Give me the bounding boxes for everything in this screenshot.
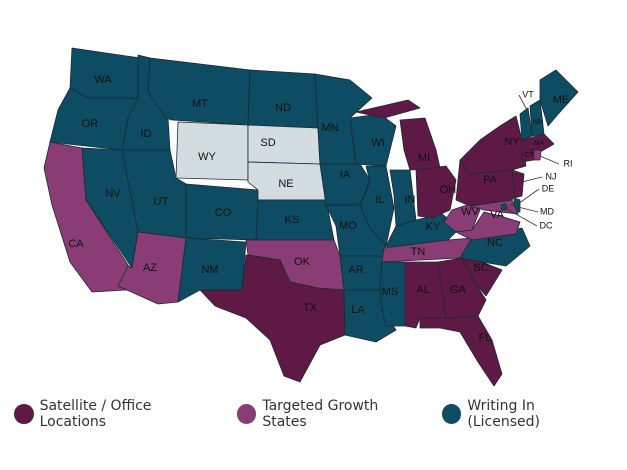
map-legend: Satellite / Office Locations Targeted Gr…	[14, 398, 627, 430]
state-me[interactable]	[539, 69, 579, 127]
state-mi[interactable]	[355, 99, 421, 119]
state-label-ks: KS	[285, 214, 300, 226]
state-sd[interactable]	[247, 124, 321, 165]
legend-item-satellite: Satellite / Office Locations	[14, 398, 219, 430]
state-label-ga: GA	[450, 284, 467, 296]
state-label-me: ME	[553, 94, 570, 106]
state-fl[interactable]	[419, 315, 503, 387]
state-label-tn: TN	[411, 246, 426, 258]
legend-label: Targeted Growth States	[262, 398, 379, 430]
state-label-tx: TX	[303, 302, 318, 314]
state-label-ut: UT	[154, 196, 169, 208]
state-label-fl: FL	[479, 332, 492, 344]
state-nd[interactable]	[247, 69, 319, 129]
state-label-ia: IA	[340, 169, 351, 181]
state-label-ny: NY	[504, 136, 520, 148]
state-label-ne: NE	[278, 178, 293, 190]
state-label-sc: SC	[473, 262, 488, 274]
state-label-or: OR	[82, 118, 99, 130]
state-va[interactable]	[455, 211, 521, 241]
state-label-sd: SD	[260, 137, 275, 149]
state-label-oh: OH	[440, 184, 457, 196]
state-label-md: MD	[540, 206, 554, 216]
state-label-az: AZ	[143, 262, 157, 274]
state-nj[interactable]	[511, 169, 525, 199]
state-label-nv: NV	[105, 188, 121, 200]
state-label-ar: AR	[348, 264, 363, 276]
state-ri[interactable]	[533, 149, 542, 161]
legend-item-licensed: Writing In (Licensed)	[441, 398, 609, 430]
state-label-wi: WI	[371, 137, 384, 149]
satellite-swatch-icon	[14, 404, 34, 424]
state-label-nm: NM	[201, 264, 218, 276]
state-label-nc: NC	[487, 237, 503, 249]
state-label-ri: RI	[564, 158, 573, 168]
state-label-wy: WY	[198, 151, 216, 163]
state-label-ok: OK	[294, 256, 311, 268]
state-label-ct: CT	[524, 152, 534, 159]
leader-line	[518, 94, 528, 111]
state-label-id: ID	[141, 128, 152, 140]
state-label-dc: DC	[540, 220, 553, 230]
growth-swatch-icon	[236, 404, 257, 424]
state-il[interactable]	[359, 165, 395, 247]
state-oh[interactable]	[415, 165, 457, 219]
state-label-mo: MO	[339, 220, 357, 232]
state-label-ca: CA	[68, 238, 84, 250]
leader-line	[517, 188, 540, 205]
legend-label: Writing In (Licensed)	[467, 398, 540, 430]
leader-line	[509, 204, 539, 213]
state-label-ma: MA	[534, 140, 545, 147]
state-label-la: LA	[351, 304, 365, 316]
state-ma[interactable]	[521, 133, 555, 153]
state-label-nh: NH	[533, 119, 543, 126]
legend-item-growth: Targeted Growth States	[236, 398, 424, 430]
state-label-de: DE	[542, 183, 555, 193]
state-label-wv: WV	[461, 206, 479, 218]
state-label-wa: WA	[94, 74, 112, 86]
state-label-vt: VT	[522, 89, 534, 99]
state-tx[interactable]	[199, 254, 346, 383]
state-label-in: IN	[405, 194, 416, 206]
state-label-al: AL	[416, 284, 429, 296]
legend-label: Satellite / Office Locations	[39, 398, 152, 430]
leader-line	[521, 176, 543, 183]
state-label-mn: MN	[321, 122, 338, 134]
state-label-va: VA	[490, 209, 505, 221]
state-label-il: IL	[375, 194, 384, 206]
state-label-ms: MS	[382, 286, 399, 298]
state-label-co: CO	[215, 207, 232, 219]
state-label-nd: ND	[275, 102, 291, 114]
us-states-map: WA OR CA ID NV MT WY UT AZ CO NM ND SD NE KS OK TX MN IA MO…	[43, 47, 579, 387]
state-label-pa: PA	[483, 174, 498, 186]
leader-line	[539, 155, 560, 165]
leader-line	[504, 207, 538, 227]
state-md[interactable]	[469, 199, 519, 215]
licensed-swatch-icon	[441, 404, 462, 424]
state-label-nj: NJ	[546, 171, 557, 181]
state-label-mi: MI	[418, 152, 430, 164]
state-label-mt: MT	[192, 98, 208, 110]
state-label-ky: KY	[426, 221, 441, 233]
